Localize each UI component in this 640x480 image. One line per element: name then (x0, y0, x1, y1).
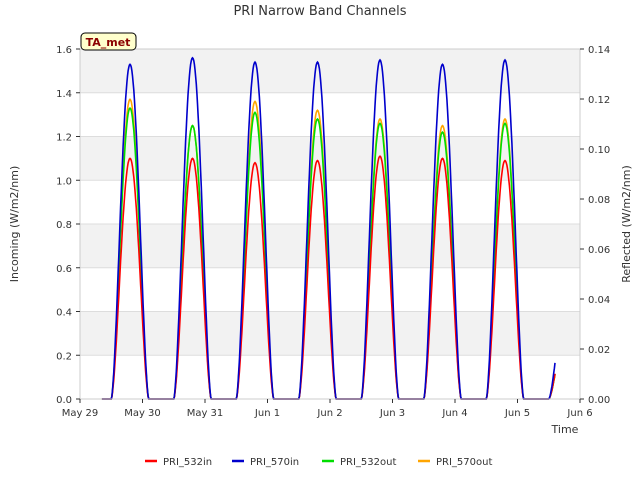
annotation-box (80, 32, 137, 51)
chart-title: PRI Narrow Band Channels (233, 4, 406, 19)
x-tick-label: May 29 (62, 408, 99, 419)
right-y-axis: 0.00 0.02 0.04 0.06 0.08 0.10 0.12 0.14 (580, 45, 610, 406)
right-y-tick-label: 0.12 (588, 95, 610, 106)
right-y-tick-label: 0.04 (588, 295, 610, 306)
background-band (80, 49, 580, 93)
background-band (80, 136, 580, 181)
left-y-tick-label: 1.2 (56, 133, 72, 144)
background-band (80, 92, 580, 137)
right-y-tick-label: 0.00 (588, 395, 610, 406)
left-y-tick-label: 1.0 (56, 176, 72, 187)
left-y-tick-label: 0.0 (56, 395, 72, 406)
left-y-tick-label: 1.4 (56, 89, 72, 100)
legend: PRI_532in PRI_570in PRI_532out PRI_570out (145, 457, 492, 468)
background-band (80, 355, 580, 399)
left-y-axis: 0.0 0.2 0.4 0.6 0.8 1.0 1.2 1.4 1.6 (56, 45, 80, 406)
x-tick-label: Jun 4 (441, 408, 467, 419)
x-tick-label: Jun 2 (316, 408, 342, 419)
left-y-tick-label: 0.8 (56, 220, 72, 231)
background-band (80, 180, 580, 224)
x-axis-label: Time (551, 423, 579, 436)
left-y-tick-label: 0.2 (56, 351, 72, 362)
right-y-tick-label: 0.10 (588, 145, 610, 156)
left-y-tick-label: 1.6 (56, 45, 72, 56)
x-tick-label: Jun 3 (379, 408, 405, 419)
left-y-axis-label: Incoming (W/m2/nm) (8, 166, 21, 283)
right-y-tick-label: 0.14 (588, 45, 610, 56)
x-tick-label: Jun 1 (254, 408, 280, 419)
legend-label: PRI_532in (163, 457, 212, 468)
right-y-axis-label: Reflected (W/m2/nm) (620, 165, 633, 283)
x-tick-label: May 30 (124, 408, 161, 419)
x-tick-label: May 31 (187, 408, 224, 419)
annotation-text: TA_met (86, 36, 131, 49)
legend-label: PRI_532out (340, 457, 396, 468)
right-y-tick-label: 0.08 (588, 195, 610, 206)
x-tick-label: Jun 6 (566, 408, 592, 419)
annotation-badge: TA_met (80, 32, 137, 51)
legend-label: PRI_570in (250, 457, 299, 468)
x-axis: May 29 May 30 May 31 Jun 1 Jun 2 Jun 3 Jun 4 Ju… (62, 399, 593, 419)
x-tick-label: Jun 5 (504, 408, 530, 419)
left-y-tick-label: 0.6 (56, 264, 72, 275)
background-band (80, 224, 580, 268)
left-y-tick-label: 0.4 (56, 308, 72, 319)
right-y-tick-label: 0.06 (588, 245, 610, 256)
right-y-tick-label: 0.02 (588, 345, 610, 356)
legend-label: PRI_570out (436, 457, 492, 468)
